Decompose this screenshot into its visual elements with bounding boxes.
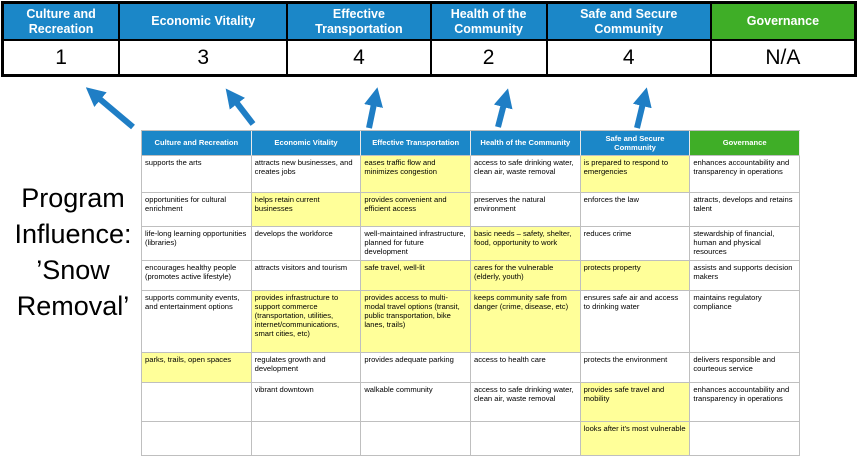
table-cell: parks, trails, open spaces — [142, 353, 252, 383]
scoreboard-score: 2 — [431, 41, 546, 74]
table-cell: enhances accountability and transparency… — [690, 156, 800, 193]
table-cell — [142, 383, 252, 422]
influence-arrow — [493, 88, 513, 128]
table-cell: attracts visitors and tourism — [251, 261, 362, 291]
table-row: supports community events, and entertain… — [142, 291, 800, 353]
table-cell — [142, 422, 252, 456]
table-cell: enhances accountability and transparency… — [690, 383, 800, 422]
scoreboard-column: Safe and Secure Community 4 — [547, 4, 710, 74]
scoreboard-header: Effective Transportation — [288, 4, 430, 39]
table-cell: preserves the natural environment — [470, 193, 581, 227]
table-cell: looks after it's most vulnerable — [580, 422, 691, 456]
table-cell: protects the environment — [580, 353, 691, 383]
influence-arrows — [85, 87, 652, 130]
table-cell: attracts new businesses, and creates job… — [251, 156, 362, 193]
scoreboard-column: Health of the Community 2 — [431, 4, 546, 74]
influence-arrow — [85, 87, 135, 130]
table-cell: protects property — [580, 261, 691, 291]
table-cell: stewardship of financial, human and phys… — [690, 227, 800, 261]
table-cell: regulates growth and development — [251, 353, 362, 383]
scoreboard-header: Economic Vitality — [120, 4, 287, 39]
table-cell: access to safe drinking water, clean air… — [470, 156, 581, 193]
table-cell: walkable community — [361, 383, 471, 422]
table-cell: reduces crime — [580, 227, 691, 261]
table-cell: provides access to multi-modal travel op… — [361, 291, 471, 353]
influence-arrow — [632, 87, 652, 129]
table-row: encourages healthy people (promotes acti… — [142, 261, 800, 291]
table-cell: eases traffic flow and minimizes congest… — [361, 156, 471, 193]
table-cell: supports the arts — [142, 156, 252, 193]
scoreboard-score: 4 — [547, 41, 710, 74]
table-row: life-long learning opportunities (librar… — [142, 227, 800, 261]
table-header: Effective Transportation — [361, 131, 471, 156]
scoreboard-column: Governance N/A — [711, 4, 854, 74]
table-header: Safe and Secure Community — [580, 131, 691, 156]
influence-arrow — [364, 87, 383, 129]
table-row: looks after it's most vulnerable — [142, 422, 800, 456]
table-header: Health of the Community — [470, 131, 581, 156]
scoreboard-column: Effective Transportation 4 — [288, 4, 430, 74]
scoreboard-column: Culture and Recreation 1 — [4, 4, 119, 74]
scoreboard-score: N/A — [711, 41, 854, 74]
table-cell — [251, 422, 362, 456]
page-title: Program Influence: ’Snow Removal’ — [14, 183, 132, 321]
scoreboard-header: Health of the Community — [431, 4, 546, 39]
influence-arrow — [225, 88, 256, 126]
influence-table: Culture and Recreation Economic Vitality E… — [141, 130, 800, 456]
scoreboard: Culture and Recreation 1 Economic Vitality… — [1, 1, 857, 77]
table-cell — [690, 422, 800, 456]
table-header-row: Culture and Recreation Economic Vitality E… — [142, 131, 800, 156]
table-cell: opportunities for cultural enrichment — [142, 193, 252, 227]
table-row: vibrant downtown walkable community access… — [142, 383, 800, 422]
scoreboard-score: 4 — [288, 41, 430, 74]
table-cell: cares for the vulnerable (elderly, youth… — [470, 261, 581, 291]
table-cell — [361, 422, 471, 456]
scoreboard-header: Safe and Secure Community — [547, 4, 710, 39]
scoreboard-header: Governance — [711, 4, 854, 39]
table-header: Culture and Recreation — [142, 131, 252, 156]
table-cell: maintains regulatory compliance — [690, 291, 800, 353]
table-cell: assists and supports decision makers — [690, 261, 800, 291]
table-row: parks, trails, open spaces regulates grow… — [142, 353, 800, 383]
table-cell: supports community events, and entertain… — [142, 291, 252, 353]
table-cell: well-maintained infrastructure, planned … — [361, 227, 471, 261]
table-cell: provides safe travel and mobility — [580, 383, 691, 422]
scoreboard-column: Economic Vitality 3 — [120, 4, 287, 74]
table-cell: keeps community safe from danger (crime,… — [470, 291, 581, 353]
table-cell: ensures safe air and access to drinking … — [580, 291, 691, 353]
scoreboard-score: 1 — [4, 41, 119, 74]
table-header: Governance — [690, 131, 800, 156]
table-cell: provides adequate parking — [361, 353, 471, 383]
table-cell: provides convenient and efficient access — [361, 193, 471, 227]
table-cell: attracts, develops and retains talent — [690, 193, 800, 227]
table-cell: access to health care — [470, 353, 581, 383]
table-cell: safe travel, well-lit — [361, 261, 471, 291]
table-cell: access to safe drinking water, clean air… — [470, 383, 581, 422]
table-cell: is prepared to respond to emergencies — [580, 156, 691, 193]
table-cell: delivers responsible and courteous servi… — [690, 353, 800, 383]
table-header: Economic Vitality — [251, 131, 362, 156]
table-cell: provides infrastructure to support comme… — [251, 291, 362, 353]
table-row: supports the arts attracts new businesses… — [142, 156, 800, 193]
table-cell: life-long learning opportunities (librar… — [142, 227, 252, 261]
table-cell — [470, 422, 581, 456]
table-cell: develops the workforce — [251, 227, 362, 261]
table-cell: enforces the law — [580, 193, 691, 227]
scoreboard-score: 3 — [120, 41, 287, 74]
table-cell: helps retain current businesses — [251, 193, 362, 227]
scoreboard-header: Culture and Recreation — [4, 4, 119, 39]
table-cell: basic needs – safety, shelter, food, opp… — [470, 227, 581, 261]
table-row: opportunities for cultural enrichment hel… — [142, 193, 800, 227]
table-cell: encourages healthy people (promotes acti… — [142, 261, 252, 291]
table-cell: vibrant downtown — [251, 383, 362, 422]
